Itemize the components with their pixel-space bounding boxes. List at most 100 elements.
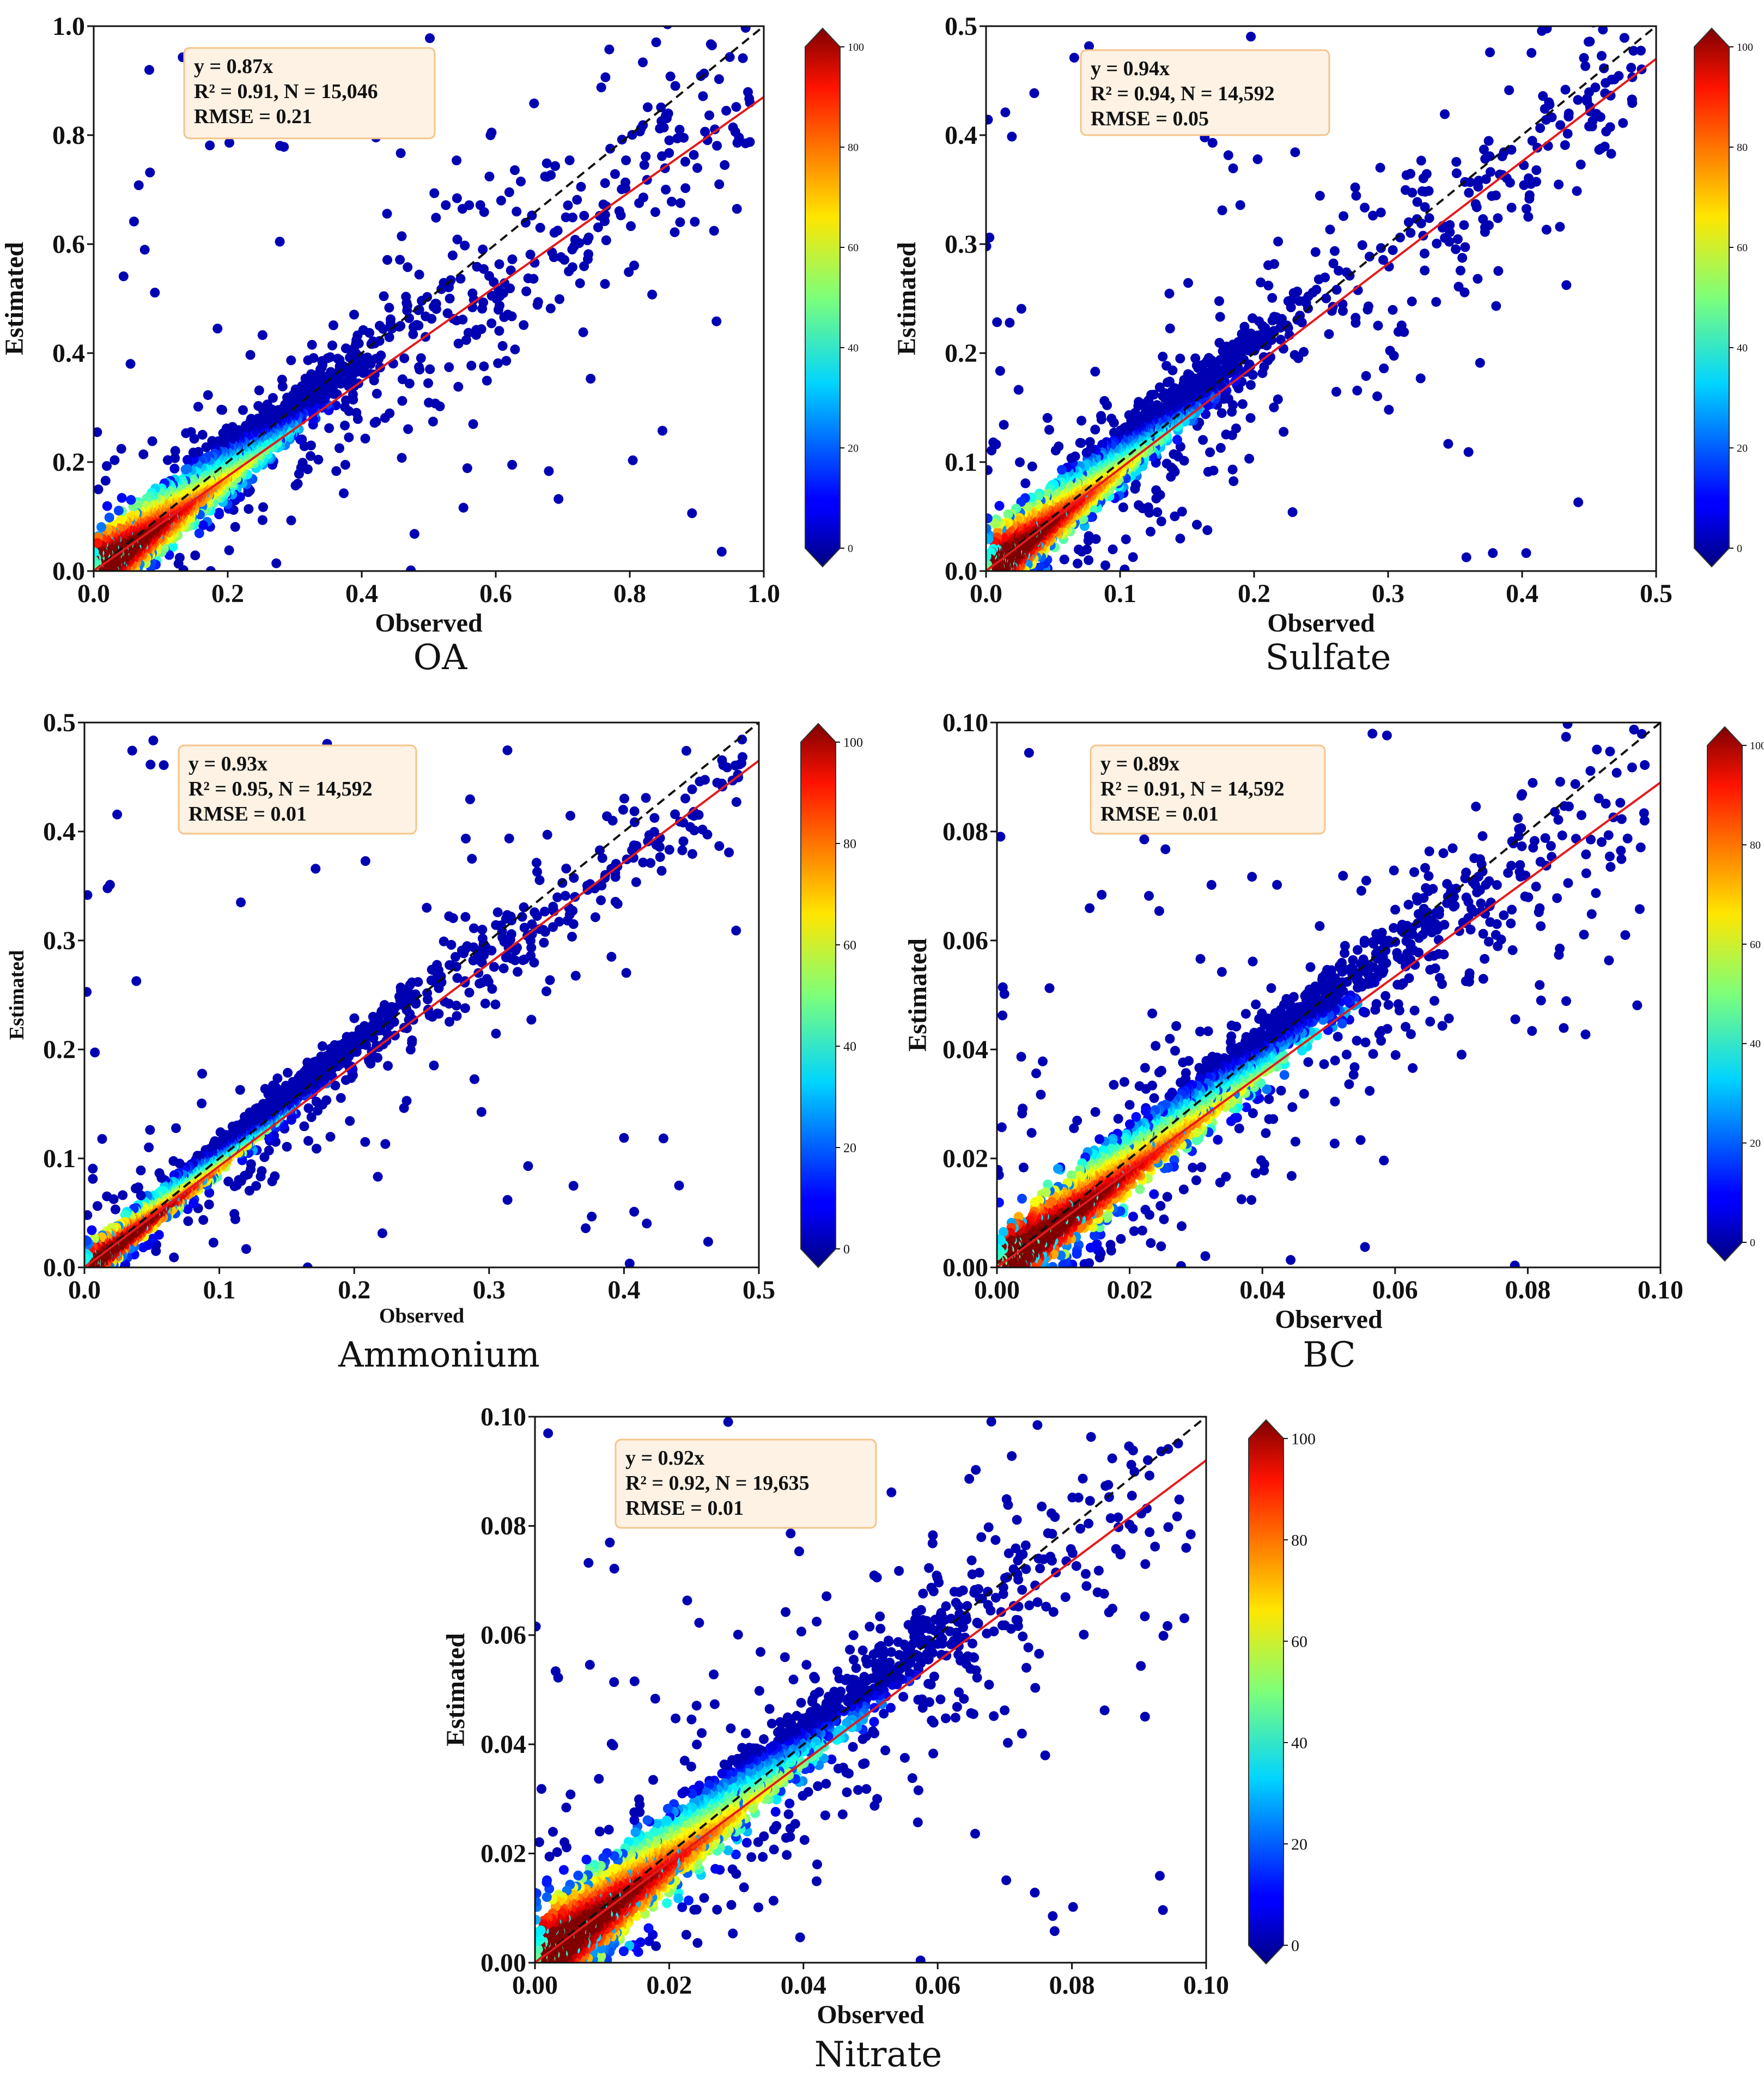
scatter-point <box>1076 416 1087 426</box>
scatter-point <box>275 236 285 247</box>
scatter-point <box>1385 345 1395 356</box>
scatter-point <box>1418 173 1428 184</box>
scatter-point <box>1401 170 1412 180</box>
scatter-point <box>414 362 424 372</box>
scatter-point <box>1201 409 1211 420</box>
scatter-point <box>1120 565 1130 571</box>
scatter-point <box>1526 48 1537 58</box>
scatter-point <box>188 447 198 458</box>
scatter-point <box>1497 151 1507 161</box>
scatter-point <box>1365 251 1374 262</box>
scatter-point <box>94 556 99 566</box>
scatter-point <box>553 494 564 504</box>
scatter-point <box>692 163 702 173</box>
scatter-point <box>1461 552 1471 562</box>
scatter-point <box>532 300 543 310</box>
scatter-point <box>705 39 716 50</box>
scatter-point <box>1470 199 1481 209</box>
scatter-point <box>1420 265 1430 276</box>
scatter-point <box>1227 464 1238 475</box>
scatter-point <box>477 304 488 314</box>
scatter-point <box>1537 26 1547 36</box>
scatter-point <box>1057 465 1067 475</box>
scatter-point <box>1279 427 1289 437</box>
scatter-point <box>384 302 394 313</box>
x-tick-label: 0.4 <box>345 579 378 608</box>
scatter-point <box>169 464 180 474</box>
scatter-point <box>689 150 699 160</box>
scatter-point <box>133 180 144 190</box>
scatter-point <box>486 318 497 329</box>
scatter-point <box>656 116 667 126</box>
scatter-point <box>1310 247 1321 257</box>
scatter-point <box>369 418 380 428</box>
scatter-point <box>397 396 407 406</box>
scatter-point <box>1235 200 1245 210</box>
scatter-point <box>277 374 287 385</box>
scatter-point <box>431 213 441 223</box>
scatter-point <box>542 158 552 168</box>
scatter-point <box>728 122 738 132</box>
scatter-point <box>183 454 192 465</box>
scatter-point <box>94 484 104 495</box>
scatter-point <box>1618 118 1628 128</box>
scatter-point <box>1069 52 1079 63</box>
scatter-point <box>1237 329 1247 339</box>
scatter-point <box>110 455 120 465</box>
scatter-point <box>1175 354 1185 363</box>
scatter-point <box>403 262 413 272</box>
scatter-point <box>594 211 605 221</box>
scatter-point <box>544 466 554 476</box>
scatter-point <box>1313 274 1324 284</box>
colorbar-tick-label: 20 <box>848 442 859 454</box>
scatter-point <box>1214 338 1225 348</box>
scatter-point <box>145 167 155 178</box>
scatter-point <box>1453 282 1464 292</box>
scatter-point <box>445 293 455 304</box>
scatter-point <box>1532 143 1542 153</box>
scatter-point <box>1582 94 1592 104</box>
scatter-point <box>1215 443 1226 453</box>
scatter-point <box>1627 94 1637 105</box>
scatter-point <box>461 335 471 345</box>
scatter-point <box>340 402 350 412</box>
scatter-point <box>521 286 532 296</box>
scatter-point <box>579 210 589 221</box>
scatter-point <box>1626 63 1637 73</box>
scatter-point <box>205 566 216 571</box>
x-tick-label: 0.8 <box>613 579 646 608</box>
scatter-point <box>663 26 672 29</box>
scatter-point <box>340 420 350 430</box>
scatter-point <box>711 316 722 326</box>
scatter-point <box>1601 126 1611 137</box>
scatter-point <box>339 488 349 499</box>
scatter-point <box>1401 185 1410 195</box>
colorbar-tick-label: 80 <box>848 142 859 154</box>
scatter-point <box>738 53 748 63</box>
scatter-point <box>1218 346 1228 356</box>
scatter-point <box>1540 104 1550 114</box>
scatter-point <box>197 429 208 440</box>
scatter-point <box>670 227 680 238</box>
scatter-point <box>525 250 536 260</box>
scatter-point <box>1134 500 1144 510</box>
scatter-point <box>1506 144 1517 155</box>
y-tick-label: 0.4 <box>52 339 85 368</box>
scatter-point <box>1339 211 1349 221</box>
scatter-point <box>556 252 566 262</box>
scatter-point <box>1273 236 1284 247</box>
scatter-point <box>402 305 412 315</box>
scatter-point <box>129 216 139 227</box>
scatter-point <box>572 195 582 205</box>
scatter-point <box>720 160 730 170</box>
scatter-point <box>147 436 157 446</box>
scatter-point <box>290 481 301 491</box>
scatter-point <box>300 373 311 384</box>
scatter-point <box>1480 227 1490 237</box>
colorbar-tick-label: 100 <box>848 41 864 53</box>
scatter-point <box>126 495 136 505</box>
scatter-point <box>139 245 150 255</box>
scatter-point <box>598 199 609 210</box>
scatter-point <box>1245 413 1256 423</box>
scatter-point <box>641 151 651 162</box>
